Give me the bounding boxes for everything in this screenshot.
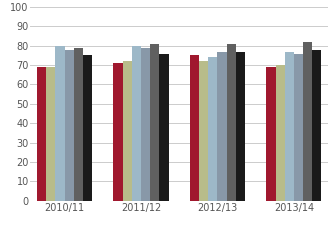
Bar [276,65,285,201]
Bar [83,55,92,201]
Bar [141,48,150,201]
Bar [159,54,169,201]
Bar [294,54,303,201]
Bar [74,48,83,201]
Bar [114,63,123,201]
Bar [65,50,74,201]
Bar [266,67,276,201]
Bar [55,46,65,201]
Bar [46,67,55,201]
Bar [199,61,208,201]
Bar [226,44,236,201]
Bar [303,42,312,201]
Bar [37,67,46,201]
Bar [285,52,294,201]
Bar [312,50,321,201]
Bar [217,52,226,201]
Bar [190,55,199,201]
Bar [150,44,159,201]
Bar [123,61,132,201]
Bar [236,52,245,201]
Bar [132,46,141,201]
Bar [208,57,217,201]
